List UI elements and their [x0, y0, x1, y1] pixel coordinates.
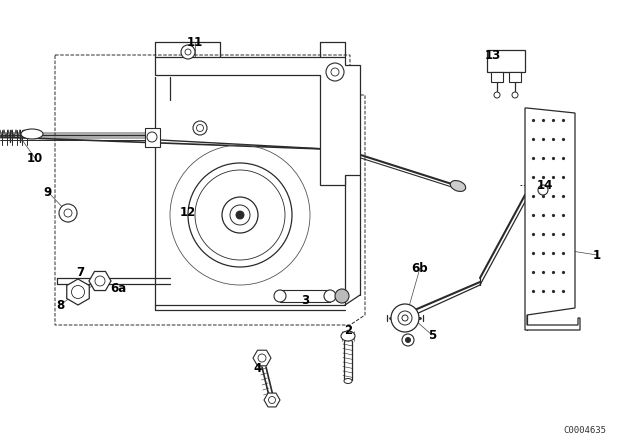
- Ellipse shape: [344, 379, 352, 383]
- Circle shape: [391, 304, 419, 332]
- Text: 3: 3: [301, 293, 309, 306]
- Text: C0004635: C0004635: [563, 426, 607, 435]
- Ellipse shape: [341, 331, 355, 341]
- Circle shape: [258, 354, 266, 362]
- Circle shape: [64, 209, 72, 217]
- Text: 2: 2: [344, 323, 352, 336]
- Circle shape: [494, 92, 500, 98]
- Text: 6b: 6b: [412, 262, 428, 275]
- Circle shape: [185, 49, 191, 55]
- Circle shape: [269, 396, 275, 404]
- Circle shape: [196, 125, 204, 132]
- Circle shape: [402, 315, 408, 321]
- Text: 7: 7: [76, 266, 84, 279]
- Polygon shape: [525, 108, 580, 330]
- Text: 5: 5: [428, 328, 436, 341]
- Circle shape: [188, 163, 292, 267]
- Circle shape: [95, 276, 105, 286]
- Text: 8: 8: [56, 298, 64, 311]
- Polygon shape: [145, 128, 160, 147]
- Circle shape: [326, 63, 344, 81]
- Polygon shape: [280, 290, 330, 302]
- Text: 11: 11: [187, 35, 203, 48]
- Bar: [487, 50, 525, 72]
- Polygon shape: [155, 57, 360, 185]
- Text: 1: 1: [593, 249, 601, 262]
- Text: 10: 10: [27, 151, 43, 164]
- Circle shape: [406, 337, 410, 343]
- Ellipse shape: [451, 181, 466, 191]
- Circle shape: [335, 289, 349, 303]
- Circle shape: [512, 92, 518, 98]
- Text: 9: 9: [44, 185, 52, 198]
- Circle shape: [195, 170, 285, 260]
- Circle shape: [236, 211, 244, 219]
- Text: 12: 12: [180, 206, 196, 219]
- Ellipse shape: [274, 290, 286, 302]
- Ellipse shape: [324, 290, 336, 302]
- Text: 14: 14: [537, 178, 553, 191]
- Circle shape: [230, 205, 250, 225]
- Text: 6a: 6a: [110, 281, 126, 294]
- Circle shape: [181, 45, 195, 59]
- Bar: [509, 72, 521, 82]
- Circle shape: [59, 204, 77, 222]
- Circle shape: [147, 132, 157, 142]
- Circle shape: [193, 121, 207, 135]
- Ellipse shape: [21, 129, 43, 139]
- Text: 13: 13: [485, 48, 501, 61]
- Text: 4: 4: [254, 362, 262, 375]
- Bar: [491, 72, 503, 82]
- Circle shape: [72, 285, 84, 298]
- Circle shape: [331, 68, 339, 76]
- Circle shape: [398, 311, 412, 325]
- Circle shape: [222, 197, 258, 233]
